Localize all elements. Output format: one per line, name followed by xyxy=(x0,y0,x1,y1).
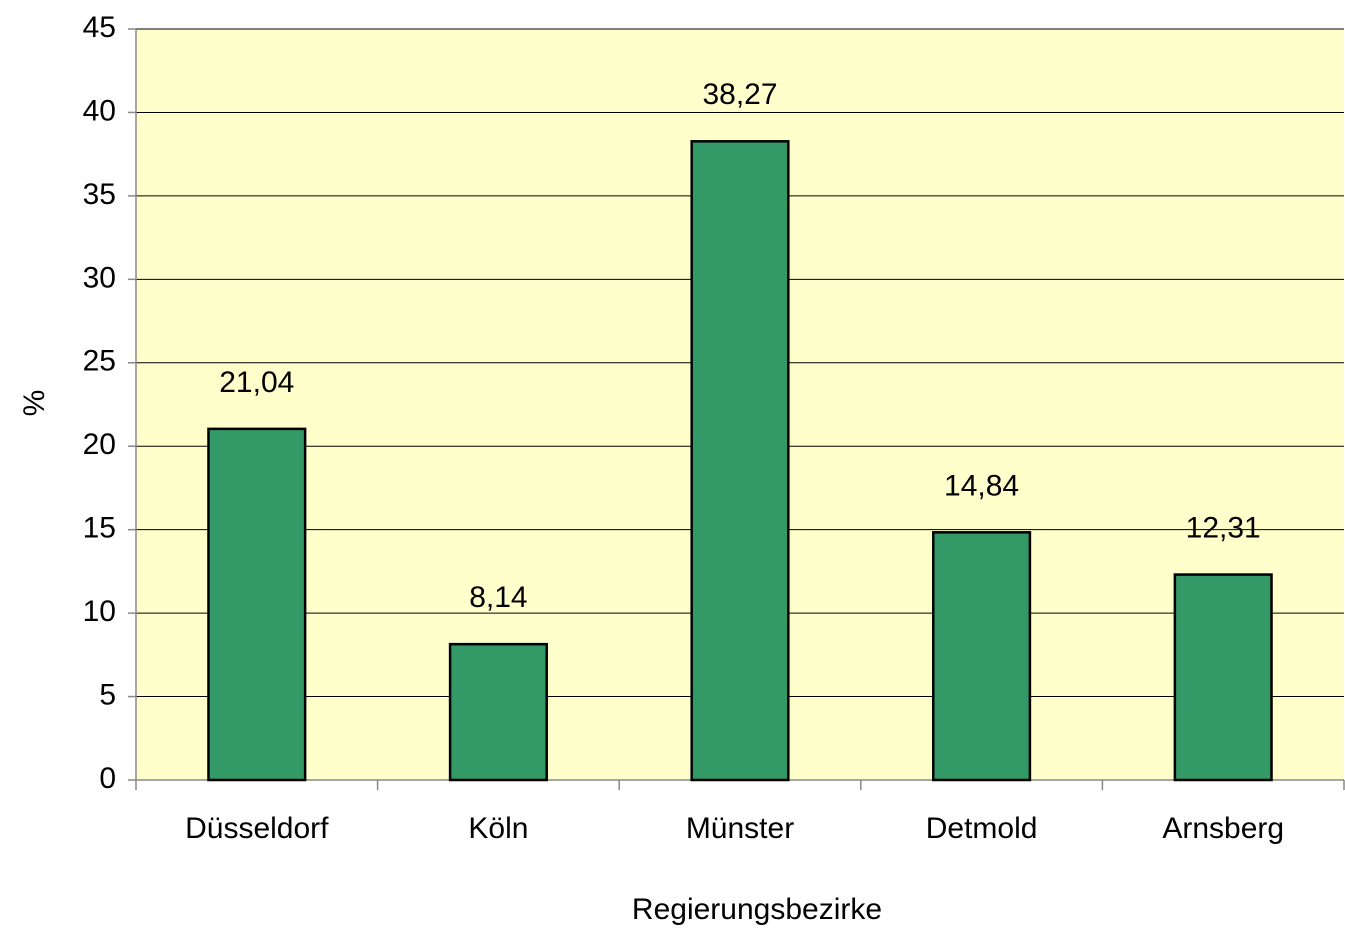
y-tick-label: 10 xyxy=(83,595,116,628)
value-label: 14,84 xyxy=(944,469,1019,502)
y-tick-label: 35 xyxy=(83,178,116,211)
bar xyxy=(1173,573,1273,782)
x-tick-label: Düsseldorf xyxy=(185,812,329,845)
y-axis-label: % xyxy=(18,390,51,417)
y-tick-label: 5 xyxy=(99,678,116,711)
y-tick-label: 15 xyxy=(83,512,116,545)
x-tick-label: Köln xyxy=(468,812,528,845)
x-axis-label: Regierungsbezirke xyxy=(632,893,882,926)
y-tick-label: 40 xyxy=(83,94,116,127)
bar xyxy=(690,140,790,782)
x-tick-label: Arnsberg xyxy=(1162,812,1284,845)
x-tick-label: Münster xyxy=(686,812,794,845)
value-label: 8,14 xyxy=(469,581,527,614)
y-tick-label: 0 xyxy=(99,762,116,795)
y-tick-label: 25 xyxy=(83,345,116,378)
x-tick-label: Detmold xyxy=(926,812,1038,845)
y-tick-label: 20 xyxy=(83,428,116,461)
bar xyxy=(448,642,548,782)
bar xyxy=(932,531,1032,782)
bar xyxy=(207,427,307,782)
y-tick-label: 45 xyxy=(83,11,116,44)
value-label: 12,31 xyxy=(1186,511,1261,544)
value-label: 21,04 xyxy=(219,366,294,399)
value-label: 38,27 xyxy=(702,78,777,111)
y-tick-label: 30 xyxy=(83,261,116,294)
